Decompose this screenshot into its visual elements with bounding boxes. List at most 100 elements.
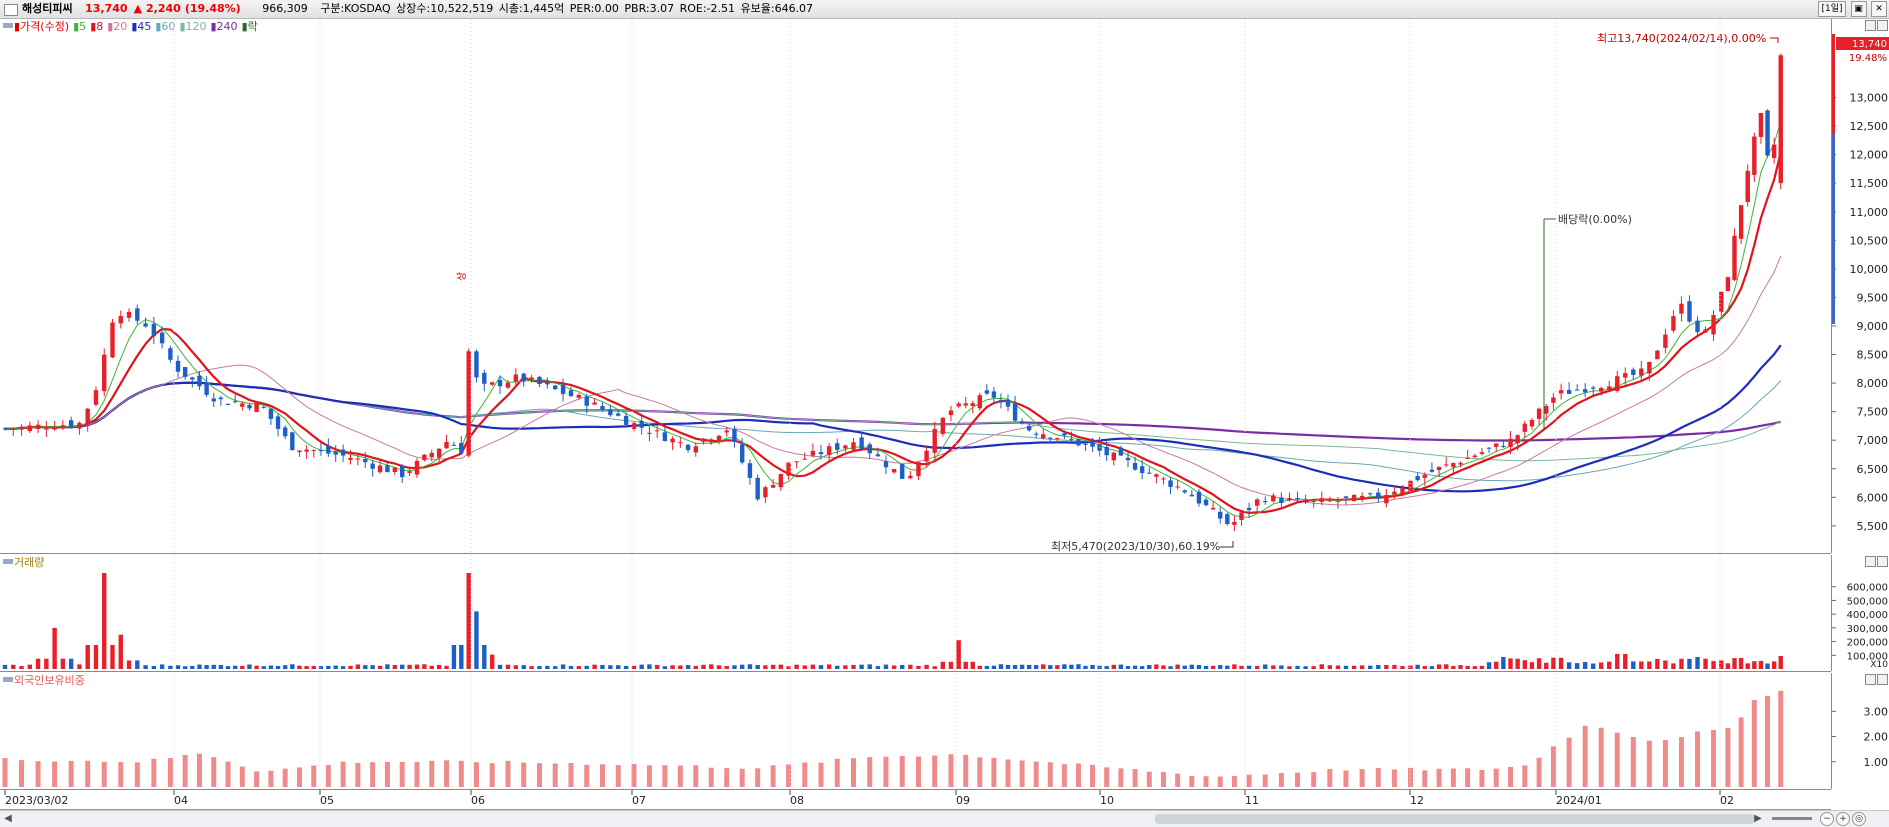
minimize-icon[interactable]: [1865, 20, 1876, 31]
volume-panel[interactable]: 거래량: [0, 555, 1831, 672]
zoom-in-icon[interactable]: +: [1836, 812, 1850, 826]
volume-bar: [275, 665, 281, 669]
stock-name[interactable]: 해성티피씨: [22, 2, 73, 15]
foreign-bar: [915, 756, 921, 787]
legend-item[interactable]: ▮5: [73, 20, 87, 33]
legend-item[interactable]: ▮20: [107, 20, 128, 33]
legend-item[interactable]: ▮45: [131, 20, 152, 33]
price-tag: 13,740: [1852, 39, 1887, 50]
candle-body: [843, 445, 848, 449]
volume-bar: [135, 660, 140, 669]
volume-bar: [60, 658, 66, 669]
minimize-icon[interactable]: [1865, 674, 1876, 685]
foreign-bar: [1160, 772, 1166, 787]
volume-bar: [1765, 663, 1770, 669]
candle-body: [151, 323, 157, 337]
volume-bar: [1225, 665, 1230, 669]
foreign-bar: [1359, 769, 1365, 787]
price-chart[interactable]: 배당락(0.00%) 최고13,740(2024/02/14),0.00% 최저5,…: [0, 19, 1831, 553]
minimize-icon[interactable]: [1865, 556, 1876, 567]
foreign-bar: [1711, 730, 1717, 787]
panel-menu-icon[interactable]: [3, 559, 13, 564]
volume-chart[interactable]: [0, 555, 1831, 671]
volume-bar: [1076, 664, 1081, 669]
candle-body: [407, 471, 412, 473]
volume-bar: [1019, 664, 1025, 669]
volume-bar: [1536, 658, 1542, 669]
candle-body: [867, 444, 872, 454]
zoom-out-icon[interactable]: −: [1820, 812, 1834, 826]
candle-body: [168, 348, 173, 360]
volume-bar: [52, 627, 57, 669]
legend-item[interactable]: ▮락: [241, 20, 258, 33]
candle-body: [459, 442, 464, 454]
price-chart-panel[interactable]: ▮가격(수정) ▮5 ▮8 ▮20 ▮45 ▮60 ▮120 ▮240 ▮락 배당락(0.00%…: [0, 19, 1831, 554]
period-selector[interactable]: [1일]: [1818, 1, 1846, 17]
volume-bar: [1196, 665, 1202, 669]
date-tick-label: 11: [1245, 794, 1259, 807]
foreign-bar: [568, 762, 574, 787]
restore-window-icon[interactable]: ▣: [1850, 1, 1867, 17]
legend-item[interactable]: ▮120: [179, 20, 207, 33]
volume-bar: [211, 664, 216, 669]
candle-body: [924, 450, 929, 462]
foreign-bar: [151, 758, 157, 787]
foreign-bar: [1738, 717, 1744, 787]
candle-body: [1752, 136, 1757, 175]
candle-body: [1055, 438, 1060, 440]
volume-bar: [1429, 666, 1435, 669]
scroll-right-icon[interactable]: ▶: [1754, 813, 1762, 824]
close-window-icon[interactable]: ✕: [1871, 1, 1887, 17]
volume-bar: [232, 665, 238, 669]
foreign-bar: [802, 762, 808, 787]
candle-body: [1287, 498, 1292, 501]
candle-body: [883, 461, 889, 468]
candle-body: [60, 425, 66, 428]
candle-body: [304, 449, 309, 452]
volume-bar: [1384, 665, 1389, 669]
panel-menu-icon[interactable]: [3, 677, 13, 682]
legend-item[interactable]: ▮240: [210, 20, 238, 33]
volume-axis: 600,000 500,000 400,000 300,000 200,000 100,0…: [1831, 555, 1889, 671]
legend-item[interactable]: ▮가격(수정): [14, 20, 70, 33]
candle-body: [584, 396, 589, 406]
foreign-ownership-panel[interactable]: 외국인보유비중: [0, 673, 1831, 790]
window-icon[interactable]: [4, 4, 18, 16]
high-note-arrow: [1770, 37, 1779, 43]
volume-tick-label: 600,000: [1847, 583, 1888, 594]
zoom-slider[interactable]: [1772, 816, 1812, 820]
volume-tick-label: 500,000: [1847, 596, 1888, 607]
volume-bar: [940, 661, 946, 669]
volume-bar: [1522, 660, 1528, 669]
panel-menu-icon[interactable]: [3, 23, 13, 28]
price-tick-label: 5,500: [1857, 520, 1889, 533]
foreign-bar: [167, 758, 173, 787]
close-icon[interactable]: [1877, 556, 1888, 567]
close-icon[interactable]: [1877, 20, 1888, 31]
foreign-bar: [1343, 770, 1349, 787]
volume-bar: [826, 664, 832, 669]
volume-bar: [110, 645, 115, 669]
price-tick-label: 10,000: [1850, 263, 1889, 276]
chart-scrollbar[interactable]: ◀ ▶ − + ◎: [0, 810, 1889, 827]
volume-tick-label: 300,000: [1847, 624, 1888, 635]
candle-body: [1551, 397, 1556, 403]
candle-body: [474, 351, 479, 378]
volume-bar: [810, 664, 816, 669]
foreign-bar: [101, 761, 107, 787]
volume-bar: [537, 666, 542, 669]
close-icon[interactable]: [1877, 674, 1888, 685]
candle-body: [1182, 490, 1187, 493]
volume-bar: [786, 666, 791, 669]
candle-body: [1582, 389, 1588, 393]
legend-item[interactable]: ▮8: [90, 20, 104, 33]
scroll-left-icon[interactable]: ◀: [4, 813, 12, 824]
foreign-bar: [948, 754, 954, 787]
legend-item[interactable]: ▮60: [155, 20, 176, 33]
zoom-reset-icon[interactable]: ◎: [1852, 812, 1866, 826]
foreign-bar: [68, 760, 74, 787]
foreign-bar: [899, 756, 905, 787]
volume-bar: [948, 661, 954, 669]
scroll-thumb[interactable]: [1155, 814, 1755, 824]
foreign-ownership-chart[interactable]: [0, 673, 1831, 789]
